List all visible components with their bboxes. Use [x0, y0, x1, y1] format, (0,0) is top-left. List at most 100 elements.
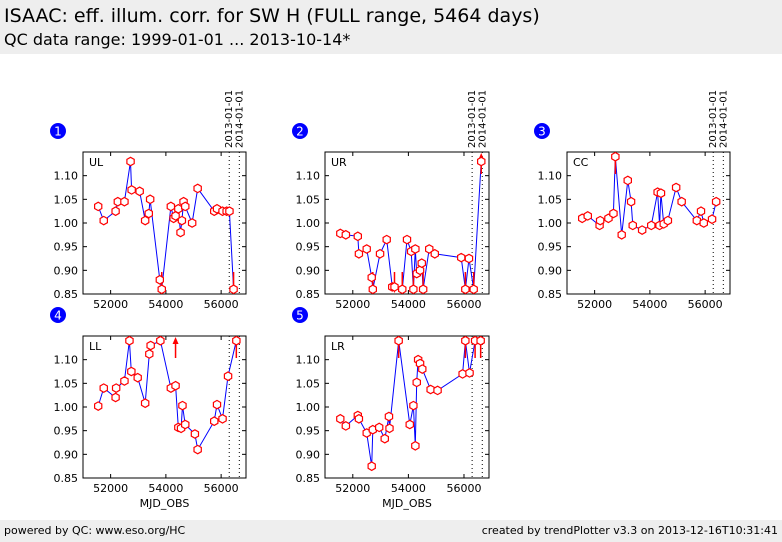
data-point [696, 206, 706, 217]
panel-label: UR [331, 156, 347, 169]
data-point [367, 272, 376, 283]
y-tick-label: 1.10 [296, 170, 321, 183]
data-point [362, 244, 371, 254]
panel-label: LL [89, 340, 102, 353]
data-point [181, 201, 190, 212]
data-point [223, 371, 233, 382]
data-point [120, 196, 129, 207]
data-point [354, 248, 364, 259]
x-tick-label: 56000 [204, 482, 239, 495]
data-point [126, 156, 135, 167]
data-point [178, 400, 187, 411]
data-point [469, 284, 478, 294]
data-point [166, 201, 176, 212]
data-point [367, 461, 376, 472]
y-tick-label: 1.00 [296, 401, 321, 414]
data-point [692, 215, 702, 226]
y-tick-label: 0.95 [54, 425, 79, 438]
y-tick-label: 1.05 [538, 193, 563, 206]
y-tick-label: 0.90 [538, 264, 563, 277]
data-point [232, 336, 241, 346]
data-point [341, 421, 351, 431]
data-point [229, 284, 238, 294]
y-tick-label: 1.10 [538, 170, 563, 183]
x-tick-label: 52000 [577, 298, 612, 311]
data-point [171, 211, 180, 221]
data-point [111, 392, 120, 403]
x-tick-label: 56000 [446, 482, 481, 495]
panel-label: CC [573, 156, 589, 169]
chart-panel-1: 2013-01-01 2014-01-01 0.85 0.90 0.95 1.00 1.05… [50, 90, 247, 311]
data-point [133, 372, 142, 383]
data-point [385, 423, 394, 434]
data-point [140, 215, 150, 226]
y-tick-label: 0.85 [538, 288, 563, 301]
data-point [187, 218, 197, 228]
x-tick-label: 56000 [688, 298, 723, 311]
data-point [212, 399, 222, 410]
page-title: ISAAC: eff. illum. corr. for SW H (FULL … [4, 5, 540, 27]
y-tick-label: 1.00 [54, 401, 79, 414]
data-point [218, 413, 227, 424]
data-point [111, 383, 121, 393]
reference-line-label: 2013-01-01 [467, 90, 478, 148]
chart-panel-2: 2013-01-01 2014-01-01 0.85 0.90 0.95 1.00 1.05… [292, 90, 490, 311]
data-point [699, 218, 709, 228]
data-point [145, 194, 155, 205]
data-point [609, 208, 618, 219]
data-point [458, 369, 467, 379]
y-tick-label: 0.90 [296, 448, 321, 461]
reference-line-label: 2014-01-01 [718, 90, 729, 148]
data-point [93, 201, 103, 212]
plot-area [577, 152, 721, 240]
plot-area [336, 336, 485, 472]
x-tick-label: 54000 [391, 482, 426, 495]
y-tick-label: 0.85 [54, 472, 79, 485]
data-point [390, 282, 399, 292]
data-point [671, 182, 681, 193]
data-point [418, 284, 428, 294]
panel-number-text: 5 [296, 309, 304, 323]
plot-area [93, 156, 238, 294]
footer-created-by: created by trendPlotter v3.3 on 2013-12-… [481, 524, 778, 537]
x-tick-label: 52000 [335, 298, 370, 311]
data-point [177, 215, 187, 226]
data-point [375, 422, 384, 433]
data-point [353, 231, 362, 242]
y-tick-label: 1.05 [296, 377, 321, 390]
reference-line-label: 2013-01-01 [708, 90, 719, 148]
panel-number-text: 2 [296, 125, 304, 139]
data-point [156, 336, 165, 346]
data-point [193, 444, 202, 455]
x-tick-label: 54000 [391, 298, 426, 311]
data-point [637, 225, 647, 235]
x-axis-label: MJD_OBS [382, 497, 432, 510]
panel-number-text: 4 [54, 309, 62, 323]
data-point [145, 349, 154, 359]
y-tick-label: 1.00 [54, 217, 79, 230]
y-tick-label: 1.00 [296, 217, 321, 230]
data-point [411, 440, 420, 451]
y-tick-label: 1.00 [538, 217, 563, 230]
data-point [336, 413, 345, 424]
y-tick-label: 1.05 [296, 193, 321, 206]
data-point [646, 220, 656, 231]
data-point [409, 284, 418, 294]
data-point [111, 206, 120, 217]
y-tick-label: 0.85 [296, 472, 321, 485]
clipped-high-arrow-head [172, 337, 179, 344]
data-point [193, 183, 202, 194]
data-point [190, 429, 200, 439]
data-point [146, 340, 155, 351]
footer-bar: powered by QC: www.eso.org/HC created by… [0, 520, 782, 542]
data-point [127, 185, 136, 195]
reference-line-label: 2014-01-01 [477, 90, 488, 148]
axes-frame [324, 151, 490, 295]
x-tick-label: 56000 [446, 298, 481, 311]
y-tick-label: 1.10 [54, 170, 79, 183]
data-point [398, 284, 407, 294]
x-tick-label: 52000 [93, 482, 128, 495]
x-axis-label: MJD_OBS [140, 497, 190, 510]
header-bar: ISAAC: eff. illum. corr. for SW H (FULL … [0, 0, 782, 54]
